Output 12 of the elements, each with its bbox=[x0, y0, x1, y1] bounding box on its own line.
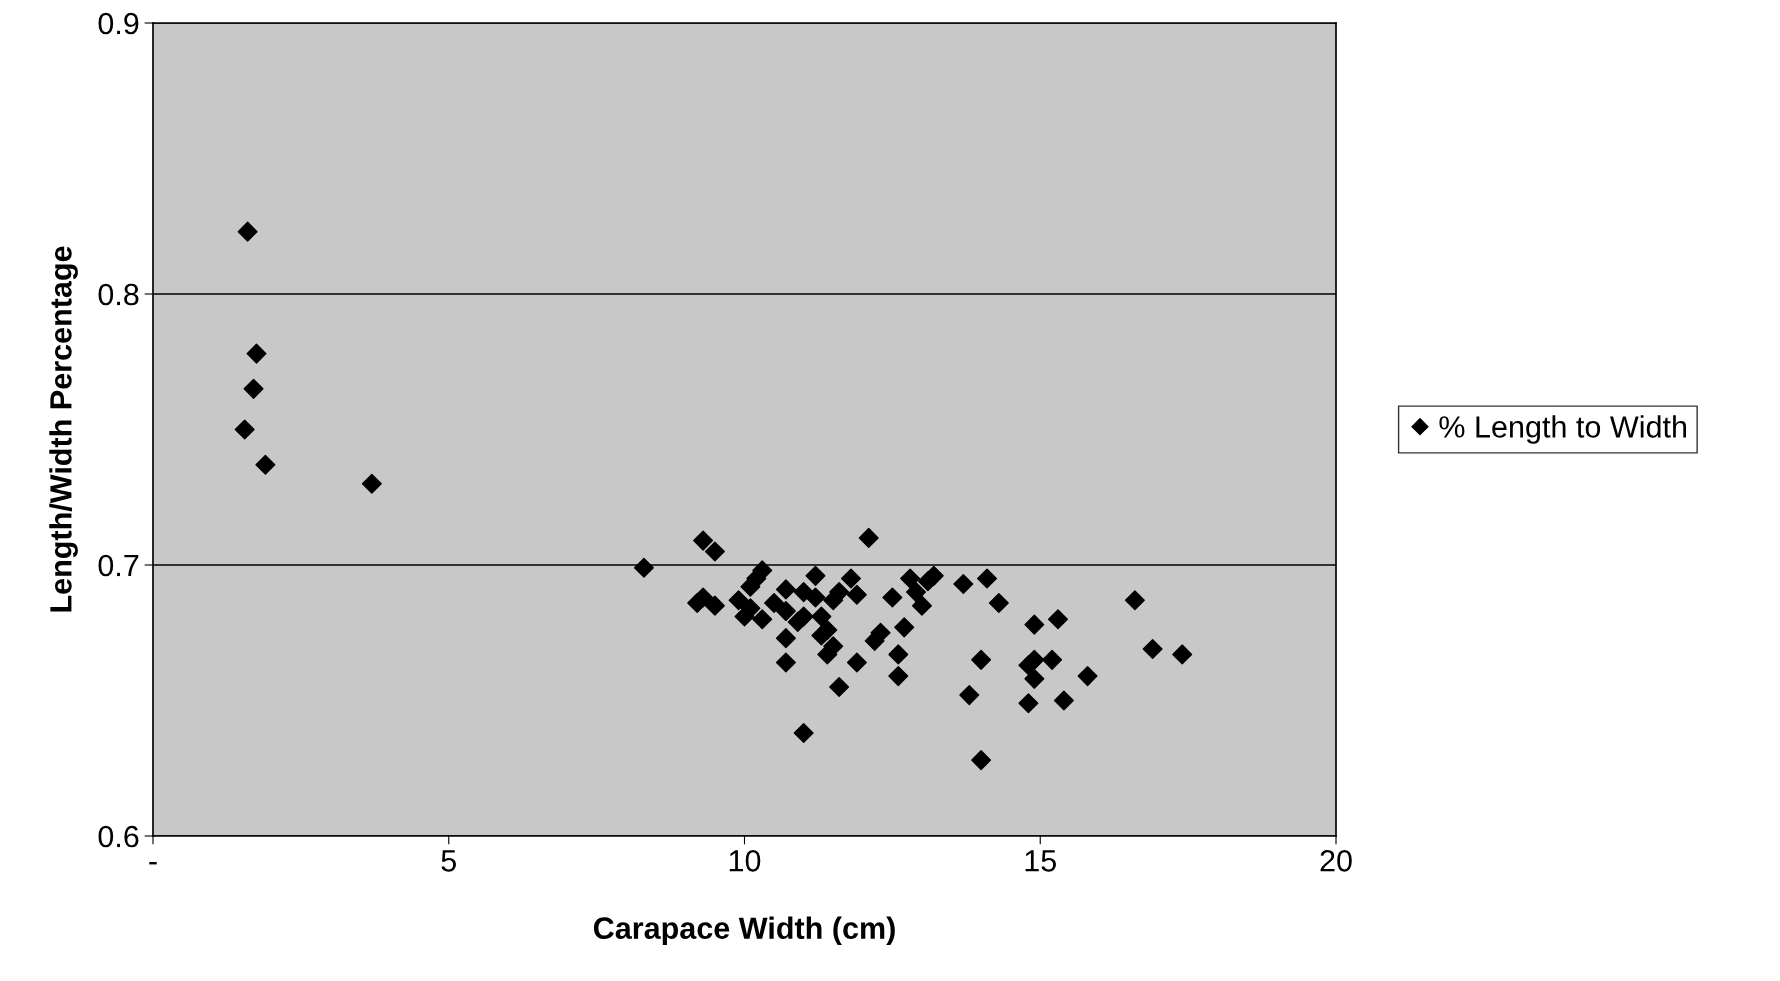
y-tick-label: 0.7 bbox=[98, 554, 139, 577]
y-tick-label: 0.9 bbox=[98, 12, 139, 35]
y-tick-label: 0.6 bbox=[98, 825, 139, 848]
x-tick-label: - bbox=[149, 862, 157, 865]
y-tick-label: 0.8 bbox=[98, 283, 139, 306]
x-axis-title: Carapace Width (cm) bbox=[593, 916, 895, 946]
x-tick-label: 10 bbox=[729, 850, 761, 872]
x-tick-label: 5 bbox=[441, 850, 456, 872]
y-axis-title: Length/Width Percentage bbox=[49, 246, 78, 612]
legend-label: % Length to Width bbox=[1439, 415, 1687, 444]
x-tick-label: 20 bbox=[1320, 850, 1352, 872]
x-tick-label: 15 bbox=[1025, 850, 1056, 872]
